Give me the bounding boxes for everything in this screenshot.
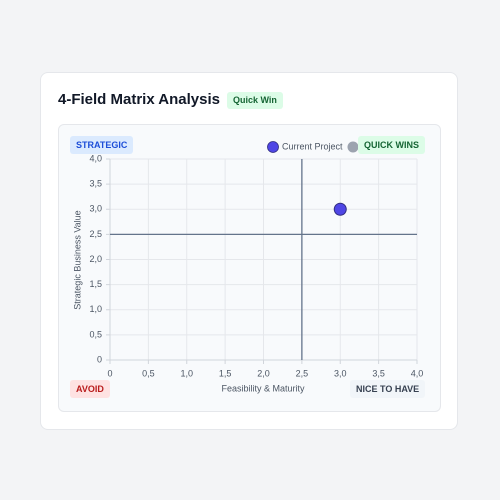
x-axis-label: Feasibility & Maturity [221, 383, 305, 393]
status-badge: Quick Win [227, 92, 283, 109]
x-tick-label: 2,5 [296, 368, 309, 378]
x-tick-label: 2,0 [257, 368, 270, 378]
y-tick-label: 3,5 [89, 179, 102, 189]
y-tick-label: 4,0 [89, 153, 102, 163]
quadrant-label: NICE TO HAVE [350, 380, 426, 398]
x-tick-label: 1,5 [219, 368, 232, 378]
x-tick-label: 0,5 [142, 368, 155, 378]
quadrant-label: AVOID [70, 380, 110, 398]
y-tick-label: 1,5 [89, 279, 102, 289]
y-tick-label: 0,5 [89, 329, 102, 339]
y-tick-label: 1,0 [89, 304, 102, 314]
legend-label: Current Project [282, 141, 343, 151]
x-tick-label: 3,5 [372, 368, 385, 378]
y-tick-label: 3,0 [89, 204, 102, 214]
y-axis-label: Strategic Business Value [72, 210, 82, 309]
x-tick-label: 0 [107, 368, 112, 378]
y-tick-label: 2,0 [89, 254, 102, 264]
x-tick-label: 4,0 [411, 368, 424, 378]
quadrant-label: STRATEGIC [70, 136, 134, 154]
legend-marker [267, 141, 279, 153]
quadrant-label: QUICK WINS [358, 136, 425, 154]
y-tick-label: 0 [97, 354, 102, 364]
data-point [333, 202, 347, 216]
y-tick-label: 2,5 [89, 229, 102, 239]
title: 4-Field Matrix Analysis [58, 91, 220, 108]
x-tick-label: 3,0 [334, 368, 347, 378]
x-tick-label: 1,0 [180, 368, 193, 378]
legend-marker [347, 141, 359, 153]
